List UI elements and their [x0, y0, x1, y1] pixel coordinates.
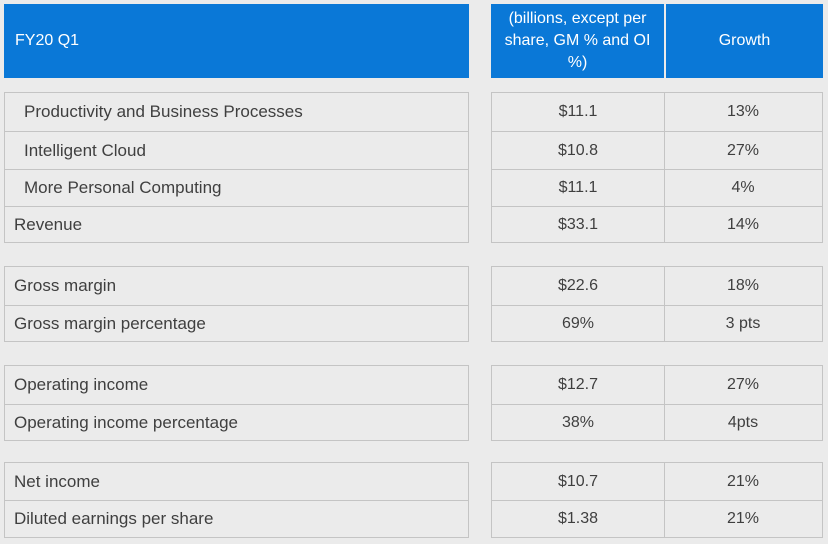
row-label: Operating income — [14, 375, 149, 394]
growth-cell: 27% — [726, 376, 760, 393]
row-label: More Personal Computing — [24, 178, 222, 197]
table-row: $12.7 27% — [492, 366, 822, 404]
table-row: $11.1 13% — [492, 93, 822, 131]
value-cell: $1.38 — [492, 501, 665, 537]
row-label: Productivity and Business Processes — [24, 102, 303, 121]
table-row: $10.7 21% — [492, 463, 822, 500]
row-label: Gross margin — [14, 276, 117, 295]
growth-label: Growth — [718, 32, 771, 49]
period-label: FY20 Q1 — [15, 32, 80, 49]
table-row: Gross margin — [5, 267, 468, 305]
segment-labels-table: Productivity and Business Processes Inte… — [4, 92, 469, 243]
table-row: 38% 4pts — [492, 404, 822, 440]
table-row: More Personal Computing — [5, 169, 468, 206]
table-row: 69% 3 pts — [492, 305, 822, 341]
table-row: Operating income — [5, 366, 468, 404]
growth-cell: 21% — [726, 510, 760, 527]
growth-cell: 4pts — [727, 413, 759, 431]
table-row: Diluted earnings per share — [5, 500, 468, 537]
gross-margin-values-table: $22.6 18% 69% 3 pts — [491, 266, 823, 342]
value-cell: $12.7 — [492, 366, 665, 404]
gross-margin-labels-table: Gross margin Gross margin percentage — [4, 266, 469, 342]
growth-cell: 18% — [726, 277, 760, 294]
operating-income-labels-table: Operating income Operating income percen… — [4, 365, 469, 441]
table-row: Operating income percentage — [5, 404, 468, 440]
value-cell: $10.8 — [492, 132, 665, 169]
table-row: Net income — [5, 463, 468, 500]
row-label: Diluted earnings per share — [14, 509, 214, 528]
row-label: Operating income percentage — [14, 412, 238, 432]
table-row: $33.1 14% — [492, 206, 822, 242]
net-income-values-table: $10.7 21% $1.38 21% — [491, 462, 823, 538]
table-row: $22.6 18% — [492, 267, 822, 305]
header-units: (billions, except per share, GM % and OI… — [491, 4, 664, 78]
segment-values-table: $11.1 13% $10.8 27% $11.1 4% $33.1 14% — [491, 92, 823, 243]
value-cell: $11.1 — [492, 170, 665, 206]
value-cell: 69% — [492, 306, 665, 341]
value-cell: $10.7 — [492, 463, 665, 500]
growth-cell: 4% — [731, 179, 755, 196]
row-label: Intelligent Cloud — [24, 140, 146, 160]
growth-cell: 3 pts — [725, 314, 761, 332]
units-label: (billions, except per share, GM % and OI… — [504, 10, 651, 71]
table-row: $1.38 21% — [492, 500, 822, 537]
value-cell: $22.6 — [492, 267, 665, 305]
table-row: Productivity and Business Processes — [5, 93, 468, 131]
row-label: Gross margin percentage — [14, 313, 206, 333]
row-label: Net income — [14, 471, 100, 491]
growth-cell: 13% — [726, 103, 760, 120]
net-income-labels-table: Net income Diluted earnings per share — [4, 462, 469, 538]
table-row: $10.8 27% — [492, 131, 822, 169]
growth-cell: 27% — [726, 141, 760, 159]
row-label: Revenue — [14, 214, 83, 234]
header-growth: Growth — [666, 4, 823, 78]
header-period: FY20 Q1 — [4, 4, 469, 78]
table-row: $11.1 4% — [492, 169, 822, 206]
value-cell: $33.1 — [492, 207, 665, 242]
value-cell: 38% — [492, 405, 665, 440]
growth-cell: 14% — [726, 215, 760, 233]
operating-income-values-table: $12.7 27% 38% 4pts — [491, 365, 823, 441]
growth-cell: 21% — [726, 472, 760, 490]
value-cell: $11.1 — [492, 93, 665, 131]
table-row: Revenue — [5, 206, 468, 242]
table-row: Intelligent Cloud — [5, 131, 468, 169]
table-row: Gross margin percentage — [5, 305, 468, 341]
